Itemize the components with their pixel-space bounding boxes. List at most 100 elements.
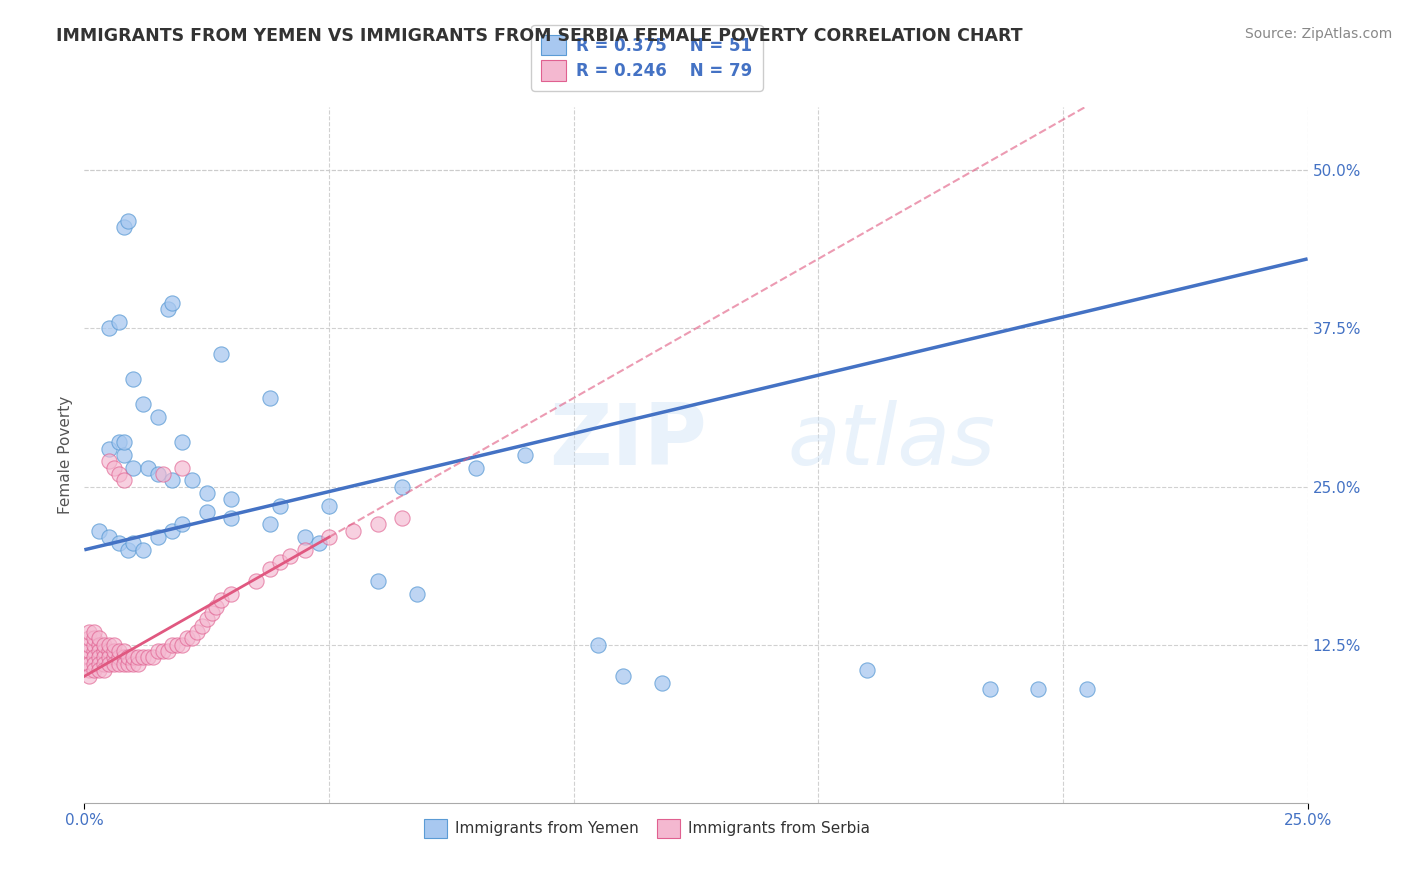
- Point: [146, 467, 169, 481]
- Point: [245, 574, 267, 589]
- Point: [87, 644, 110, 658]
- Point: [83, 625, 105, 640]
- Point: [172, 517, 194, 532]
- Point: [97, 530, 120, 544]
- Point: [112, 657, 135, 671]
- Point: [77, 650, 100, 665]
- Point: [93, 638, 115, 652]
- Point: [107, 467, 129, 481]
- Point: [112, 448, 135, 462]
- Point: [77, 644, 100, 658]
- Point: [152, 644, 174, 658]
- Point: [269, 499, 291, 513]
- Point: [195, 486, 218, 500]
- Point: [77, 638, 100, 652]
- Point: [122, 657, 145, 671]
- Point: [97, 321, 120, 335]
- Point: [97, 644, 120, 658]
- Point: [117, 214, 139, 228]
- Point: [107, 644, 129, 658]
- Point: [93, 663, 115, 677]
- Point: [93, 650, 115, 665]
- Point: [200, 606, 222, 620]
- Text: IMMIGRANTS FROM YEMEN VS IMMIGRANTS FROM SERBIA FEMALE POVERTY CORRELATION CHART: IMMIGRANTS FROM YEMEN VS IMMIGRANTS FROM…: [56, 27, 1024, 45]
- Point: [391, 479, 413, 493]
- Point: [93, 657, 115, 671]
- Point: [87, 663, 110, 677]
- Point: [146, 409, 169, 424]
- Point: [107, 315, 129, 329]
- Point: [205, 599, 228, 614]
- Point: [83, 644, 105, 658]
- Point: [107, 650, 129, 665]
- Point: [269, 556, 291, 570]
- Point: [162, 473, 184, 487]
- Point: [97, 650, 120, 665]
- Point: [152, 467, 174, 481]
- Point: [294, 542, 316, 557]
- Point: [117, 650, 139, 665]
- Point: [127, 650, 149, 665]
- Point: [112, 650, 135, 665]
- Point: [112, 473, 135, 487]
- Point: [83, 632, 105, 646]
- Point: [142, 650, 165, 665]
- Point: [342, 524, 364, 538]
- Point: [112, 220, 135, 235]
- Point: [259, 391, 281, 405]
- Point: [127, 657, 149, 671]
- Point: [132, 650, 155, 665]
- Point: [162, 524, 184, 538]
- Point: [122, 460, 145, 475]
- Point: [181, 632, 204, 646]
- Point: [87, 638, 110, 652]
- Point: [195, 612, 218, 626]
- Text: atlas: atlas: [787, 400, 995, 483]
- Point: [172, 460, 194, 475]
- Point: [162, 296, 184, 310]
- Point: [1028, 681, 1050, 696]
- Point: [112, 644, 135, 658]
- Point: [219, 492, 242, 507]
- Point: [146, 644, 169, 658]
- Point: [93, 644, 115, 658]
- Point: [117, 542, 139, 557]
- Point: [83, 638, 105, 652]
- Point: [83, 657, 105, 671]
- Point: [172, 638, 194, 652]
- Point: [103, 650, 125, 665]
- Point: [77, 663, 100, 677]
- Point: [87, 657, 110, 671]
- Point: [1076, 681, 1098, 696]
- Point: [318, 530, 340, 544]
- Point: [97, 442, 120, 456]
- Point: [83, 663, 105, 677]
- Point: [156, 302, 179, 317]
- Text: ZIP: ZIP: [550, 400, 707, 483]
- Point: [112, 435, 135, 450]
- Point: [172, 435, 194, 450]
- Point: [166, 638, 188, 652]
- Point: [318, 499, 340, 513]
- Point: [87, 524, 110, 538]
- Point: [103, 644, 125, 658]
- Point: [176, 632, 198, 646]
- Point: [83, 650, 105, 665]
- Point: [219, 511, 242, 525]
- Point: [367, 574, 389, 589]
- Point: [979, 681, 1001, 696]
- Point: [103, 460, 125, 475]
- Point: [391, 511, 413, 525]
- Point: [186, 625, 208, 640]
- Point: [117, 657, 139, 671]
- Point: [103, 638, 125, 652]
- Point: [136, 650, 159, 665]
- Point: [612, 669, 634, 683]
- Point: [294, 530, 316, 544]
- Point: [278, 549, 301, 563]
- Point: [122, 372, 145, 386]
- Y-axis label: Female Poverty: Female Poverty: [58, 396, 73, 514]
- Point: [107, 536, 129, 550]
- Point: [464, 460, 486, 475]
- Point: [136, 460, 159, 475]
